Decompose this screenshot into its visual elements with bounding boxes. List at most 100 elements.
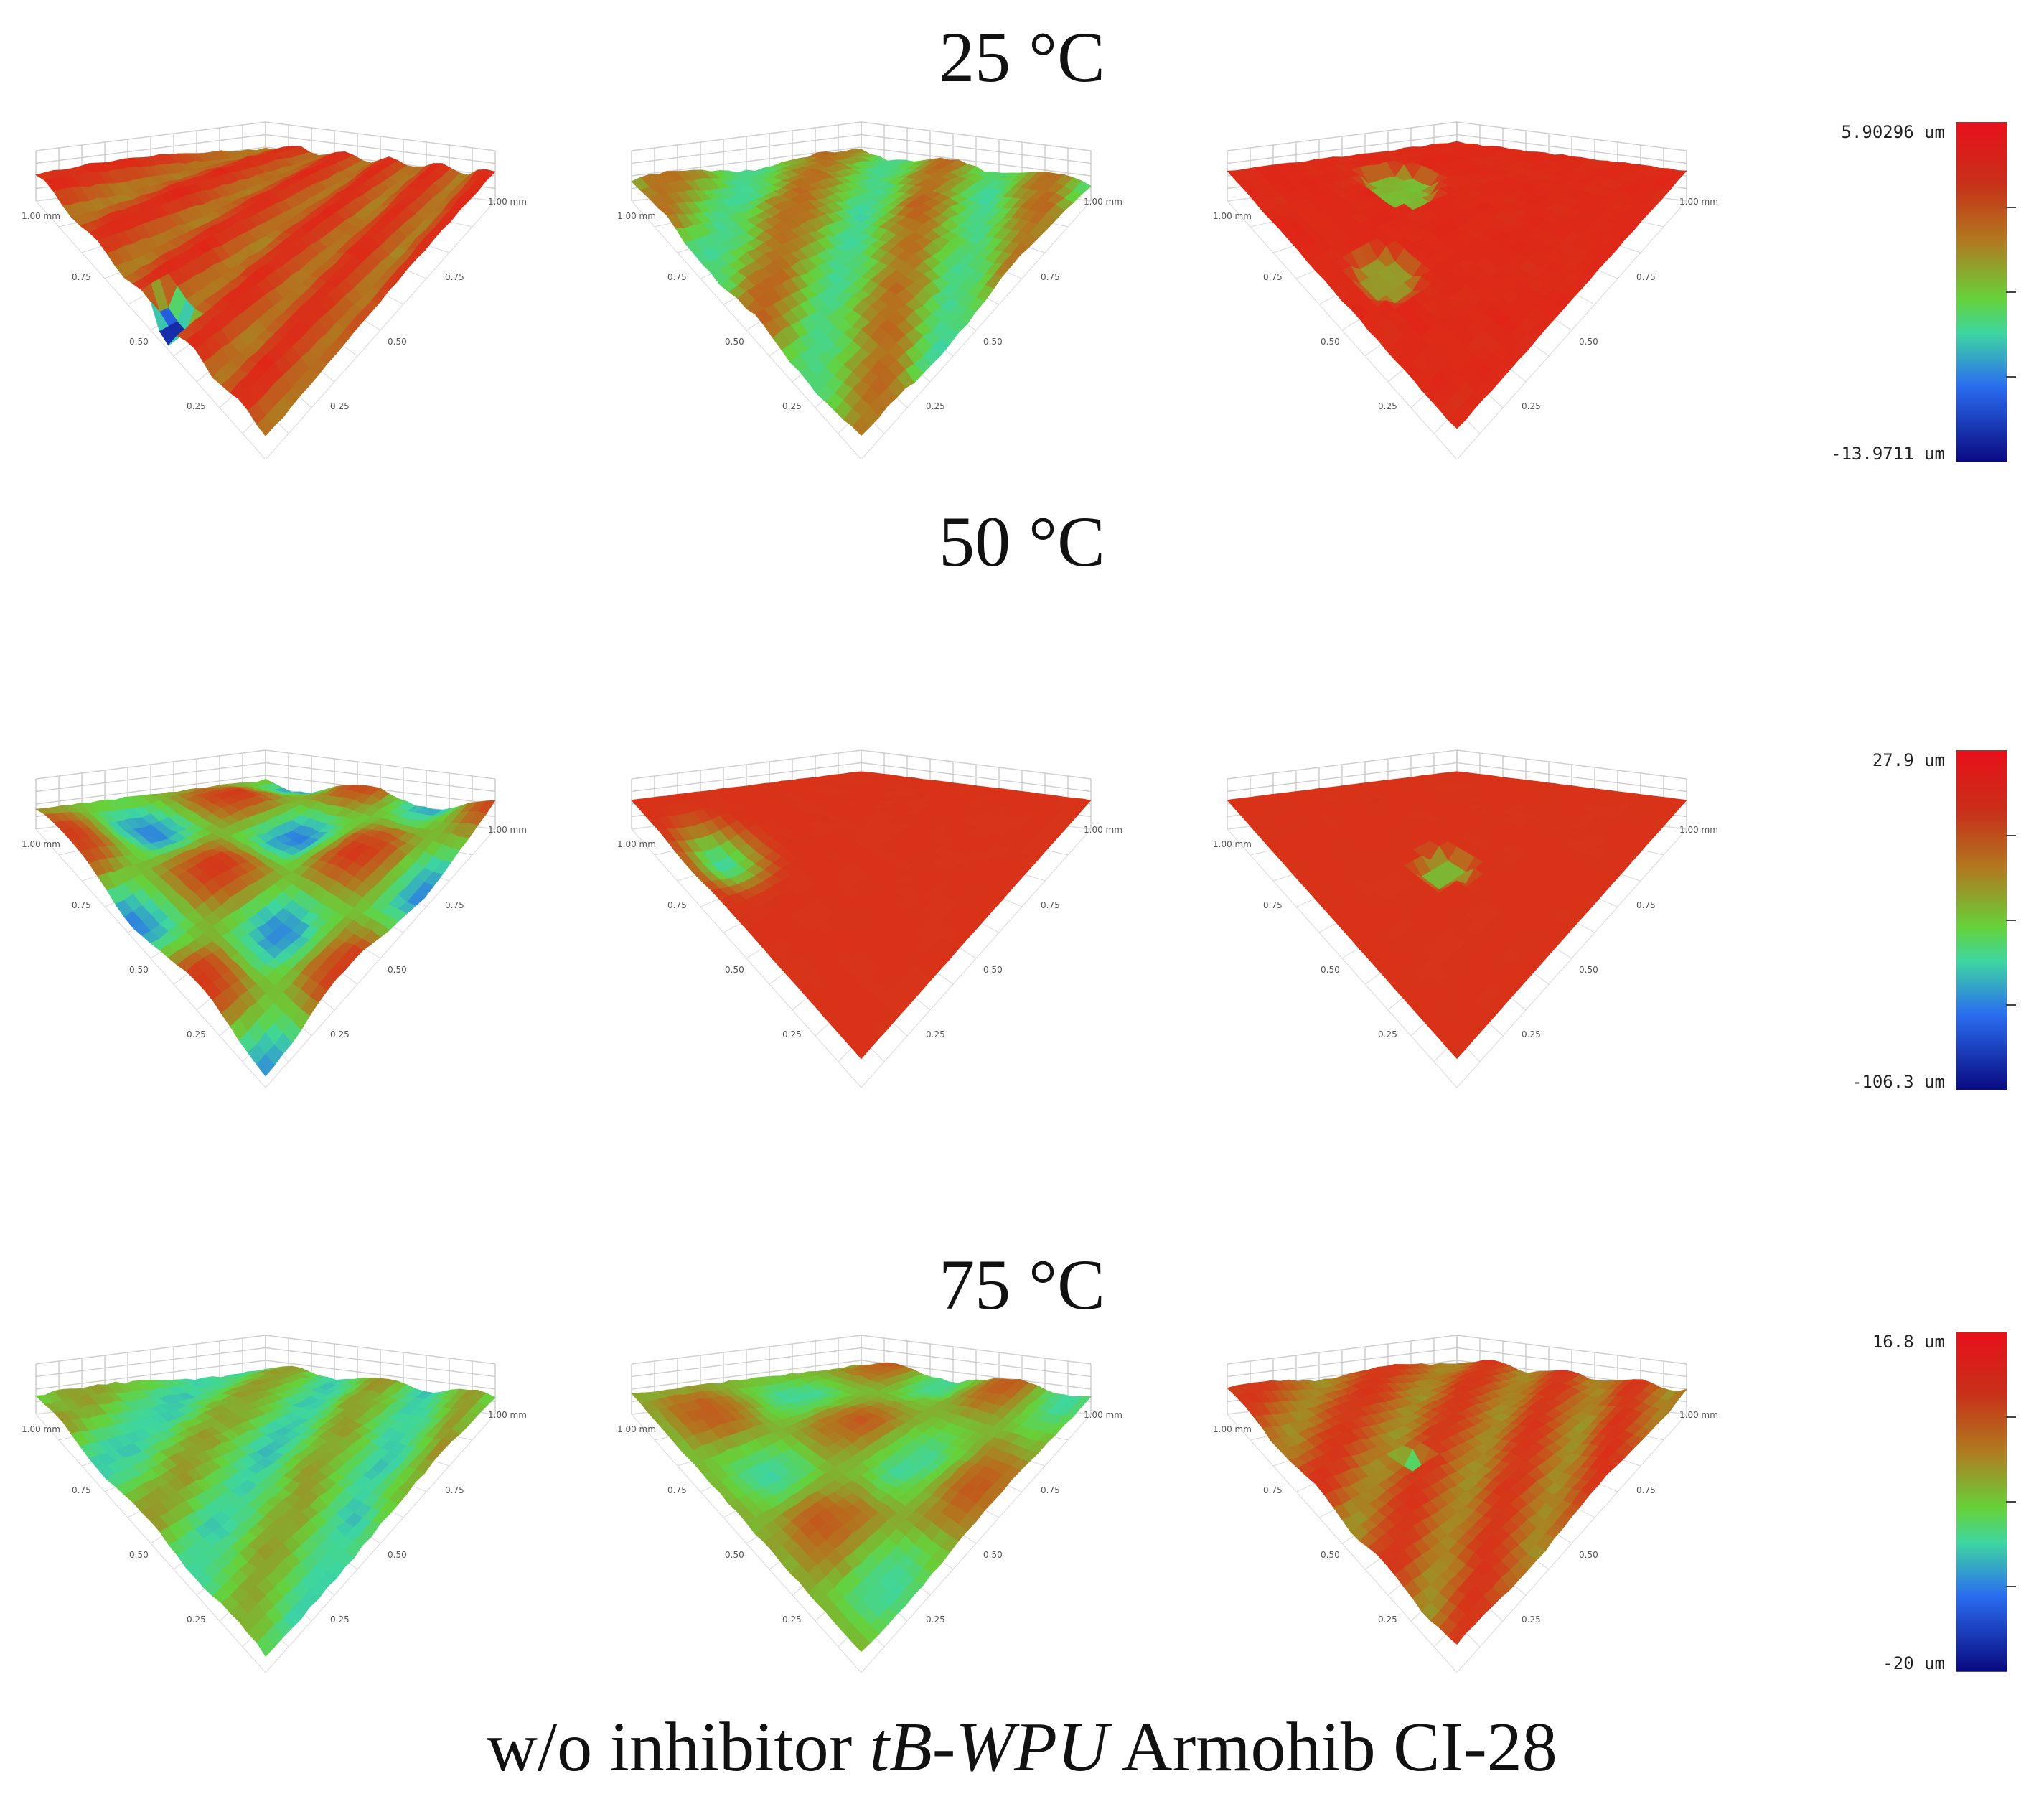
colorbar-max-label: 5.90296 um	[1841, 122, 1946, 142]
axis-tick-labels: 1.00 mm 1.00 mm 0.75 0.50 0.25 0.25 0.50 0.75	[617, 197, 1122, 411]
colorbar-gradient	[1956, 122, 2007, 462]
axis-tick-label: 0.25	[1378, 1029, 1397, 1039]
axis-tick-label: 0.50	[129, 337, 149, 347]
axis-corner-label: 1.00 mm	[488, 825, 527, 835]
axis-tick-labels: 1.00 mm 1.00 mm 0.75 0.50 0.25 0.25 0.50 0.75	[617, 825, 1122, 1039]
axis-tick-label: 0.75	[72, 900, 91, 910]
surface-plot-50c-without-inhibitor: 1.00 mm 1.00 mm 0.75 0.50 0.25 0.25 0.50 0.75	[22, 749, 538, 1095]
axis-tick-label: 0.50	[388, 337, 407, 347]
axis-corner-label: 1.00 mm	[617, 1424, 656, 1434]
axis-tick-label: 0.75	[1041, 900, 1060, 910]
axis-corner-label: 1.00 mm	[1213, 211, 1252, 221]
axis-tick-label: 0.50	[983, 1550, 1003, 1560]
axis-tick-label: 0.75	[1636, 272, 1656, 282]
axis-tick-label: 0.75	[667, 272, 687, 282]
colorbar-tick	[2006, 207, 2016, 208]
axis-tick-label: 0.50	[725, 337, 744, 347]
axis-tick-label: 0.25	[782, 401, 802, 411]
axis-tick-label: 0.75	[1636, 900, 1656, 910]
axis-corner-label: 1.00 mm	[488, 1410, 527, 1420]
colorbar-min-label: -20 um	[1883, 1653, 1945, 1673]
axis-tick-label: 0.25	[187, 1615, 206, 1625]
axis-tick-label: 0.50	[388, 965, 407, 975]
axis-corner-label: 1.00 mm	[22, 1424, 60, 1434]
axis-tick-label: 0.75	[1263, 900, 1283, 910]
colorbar-tick	[2006, 291, 2016, 293]
axis-corner-label: 1.00 mm	[1084, 197, 1122, 207]
colorbar-tick	[2006, 376, 2016, 378]
colorbar-min-label: -13.9711 um	[1831, 444, 1945, 464]
axis-corner-label: 1.00 mm	[617, 839, 656, 849]
axis-tick-label: 0.25	[1378, 401, 1397, 411]
axis-tick-label: 0.25	[782, 1615, 802, 1625]
axis-tick-label: 0.50	[1321, 1550, 1340, 1560]
axis-tick-labels: 1.00 mm 1.00 mm 0.75 0.50 0.25 0.25 0.50 0.75	[1213, 825, 1718, 1039]
colorbar-tick	[2006, 1004, 2016, 1006]
axis-tick-label: 0.75	[1041, 272, 1060, 282]
axis-tick-labels: 1.00 mm 1.00 mm 0.75 0.50 0.25 0.25 0.50 0.75	[617, 1410, 1122, 1625]
height-surface	[631, 771, 1092, 1060]
figure-caption: w/o inhibitor tB-WPU Armohib CI-28	[0, 1712, 2044, 1782]
axis-tick-label: 0.75	[72, 1485, 91, 1495]
surface-plot-75c-tb-wpu: 1.00 mm 1.00 mm 0.75 0.50 0.25 0.25 0.50 0.75	[617, 1335, 1134, 1680]
height-surface	[631, 149, 1092, 436]
axis-tick-label: 0.75	[667, 900, 687, 910]
axis-corner-label: 1.00 mm	[1084, 825, 1122, 835]
surface-plot-25c-armohib-ci28: 1.00 mm 1.00 mm 0.75 0.50 0.25 0.25 0.50 0.75	[1213, 121, 1730, 467]
colorbar-gradient	[1956, 750, 2007, 1090]
axis-corner-label: 1.00 mm	[22, 211, 60, 221]
axis-tick-label: 0.25	[782, 1029, 802, 1039]
axis-tick-label: 0.25	[330, 401, 350, 411]
colorbar-max-label: 16.8 um	[1872, 1332, 1945, 1352]
colorbar-tick	[2006, 1416, 2016, 1418]
axis-tick-label: 0.25	[1522, 401, 1541, 411]
axis-tick-label: 0.75	[1636, 1485, 1656, 1495]
height-surface	[34, 779, 496, 1077]
axis-corner-label: 1.00 mm	[488, 197, 527, 207]
axis-tick-label: 0.75	[445, 272, 464, 282]
axis-tick-labels: 1.00 mm 1.00 mm 0.75 0.50 0.25 0.25 0.50 0.75	[22, 197, 527, 411]
axis-tick-label: 0.50	[725, 965, 744, 975]
axis-corner-label: 1.00 mm	[1679, 825, 1718, 835]
height-surface	[1227, 771, 1687, 1060]
axis-corner-label: 1.00 mm	[1679, 1410, 1718, 1420]
axis-tick-label: 0.25	[1378, 1615, 1397, 1625]
row-label-50c: 50 °C	[939, 502, 1105, 581]
axis-tick-labels: 1.00 mm 1.00 mm 0.75 0.50 0.25 0.25 0.50 0.75	[1213, 1410, 1718, 1625]
axis-tick-label: 0.25	[330, 1615, 350, 1625]
axis-tick-label: 0.25	[187, 1029, 206, 1039]
surface-plot-75c-without-inhibitor: 1.00 mm 1.00 mm 0.75 0.50 0.25 0.25 0.50 0.75	[22, 1335, 538, 1680]
height-surface	[1227, 1360, 1688, 1645]
surface-plot-25c-without-inhibitor: 1.00 mm 1.00 mm 0.75 0.50 0.25 0.25 0.50 0.75	[22, 121, 538, 467]
axis-tick-label: 0.50	[983, 337, 1003, 347]
axis-tick-label: 0.50	[983, 965, 1003, 975]
surface-plot-50c-armohib-ci28: 1.00 mm 1.00 mm 0.75 0.50 0.25 0.25 0.50 0.75	[1213, 749, 1730, 1095]
axis-tick-label: 0.75	[72, 272, 91, 282]
axis-tick-label: 0.75	[667, 1485, 687, 1495]
colorbar-50c: 27.9 um -106.3 um	[1823, 750, 2024, 1095]
axis-corner-label: 1.00 mm	[22, 839, 60, 849]
height-surface	[35, 1365, 496, 1657]
caption-part-tb-wpu: tB-WPU	[869, 1709, 1108, 1786]
axis-tick-label: 0.50	[1321, 965, 1340, 975]
axis-corner-label: 1.00 mm	[617, 211, 656, 221]
axis-tick-label: 0.50	[1579, 1550, 1598, 1560]
colorbar-min-label: -106.3 um	[1851, 1072, 1945, 1092]
caption-part-without-inhibitor: w/o inhibitor	[487, 1709, 870, 1786]
axis-tick-label: 0.50	[1579, 965, 1598, 975]
axis-tick-label: 0.25	[926, 1029, 945, 1039]
height-surface	[1227, 141, 1687, 429]
axis-tick-label: 0.25	[1522, 1615, 1541, 1625]
axis-corner-label: 1.00 mm	[1084, 1410, 1122, 1420]
axis-tick-label: 0.50	[388, 1550, 407, 1560]
colorbar-max-label: 27.9 um	[1872, 750, 1945, 770]
axis-corner-label: 1.00 mm	[1679, 197, 1718, 207]
axis-tick-label: 0.50	[1321, 337, 1340, 347]
axis-tick-label: 0.50	[725, 1550, 744, 1560]
axis-tick-label: 0.75	[1263, 1485, 1283, 1495]
axis-tick-label: 0.25	[926, 401, 945, 411]
axis-tick-label: 0.75	[1263, 272, 1283, 282]
colorbar-75c: 16.8 um -20 um	[1823, 1332, 2024, 1676]
axis-tick-label: 0.50	[1579, 337, 1598, 347]
height-surface	[631, 1362, 1092, 1653]
